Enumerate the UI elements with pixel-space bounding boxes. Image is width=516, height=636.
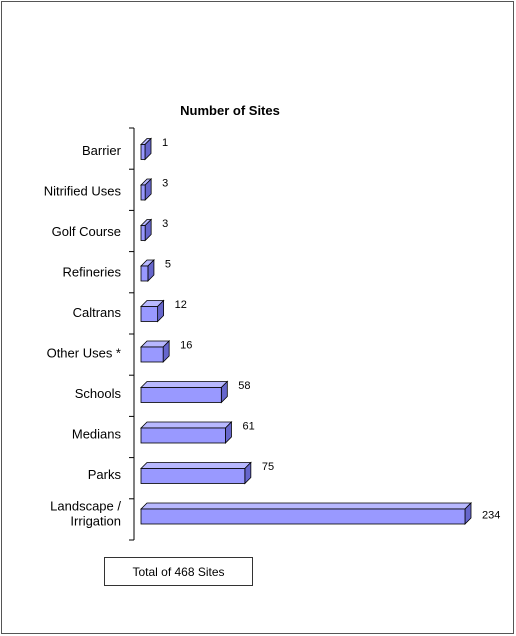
bar bbox=[140, 218, 153, 242]
category-label: Refineries bbox=[62, 265, 121, 280]
category-label: Golf Course bbox=[52, 224, 121, 239]
category-label: Other Uses * bbox=[47, 346, 121, 361]
data-label: 61 bbox=[242, 421, 254, 433]
category-label: Nitrified Uses bbox=[44, 184, 122, 199]
chart-title: Number of Sites bbox=[180, 103, 280, 118]
data-label: 234 bbox=[482, 510, 500, 522]
data-label: 16 bbox=[180, 340, 192, 352]
data-label: 3 bbox=[162, 218, 168, 230]
bar-front-face bbox=[140, 508, 466, 525]
bar bbox=[140, 178, 153, 201]
bar-front-face bbox=[140, 387, 222, 403]
data-labels: 1 3 3 5 12 16 58 61 75 234 bbox=[162, 137, 500, 522]
category-label: Barrier bbox=[82, 143, 122, 158]
bar bbox=[140, 137, 152, 161]
total-sites-annotation: Total of 468 Sites bbox=[104, 557, 253, 586]
bar bbox=[140, 259, 155, 282]
bar-front-face bbox=[140, 225, 146, 241]
data-label: 58 bbox=[238, 380, 250, 392]
bar bbox=[140, 461, 252, 485]
bar bbox=[140, 340, 171, 363]
bar-front-face bbox=[140, 265, 149, 282]
bar bbox=[140, 502, 472, 525]
category-label: Schools bbox=[75, 386, 122, 401]
bar-front-face bbox=[140, 184, 146, 201]
axis-ticks bbox=[129, 127, 134, 541]
data-label: 12 bbox=[175, 299, 187, 311]
bar-front-face bbox=[140, 346, 164, 363]
category-label: Caltrans bbox=[73, 305, 122, 320]
bar-top-face bbox=[140, 421, 233, 429]
bar bbox=[140, 421, 233, 444]
bar-top-face bbox=[140, 462, 252, 469]
bar-front-face bbox=[140, 468, 246, 484]
data-label: 75 bbox=[262, 461, 274, 473]
category-label: Medians bbox=[72, 427, 122, 442]
data-label: 5 bbox=[165, 259, 171, 271]
bar-front-face bbox=[140, 144, 146, 160]
bar-top-face bbox=[140, 381, 229, 388]
bars bbox=[140, 137, 472, 525]
bar-front-face bbox=[140, 427, 226, 444]
category-label: Landscape / Irrigation bbox=[50, 499, 121, 529]
data-label: 3 bbox=[162, 178, 168, 190]
category-labels: Barrier Nitrified Uses Golf Course Refineri… bbox=[44, 143, 122, 529]
category-label: Parks bbox=[88, 467, 122, 482]
bar bbox=[140, 380, 229, 404]
bar-top-face bbox=[140, 502, 472, 510]
bar-front-face bbox=[140, 306, 159, 322]
data-label: 1 bbox=[162, 137, 168, 149]
bar bbox=[140, 299, 165, 323]
